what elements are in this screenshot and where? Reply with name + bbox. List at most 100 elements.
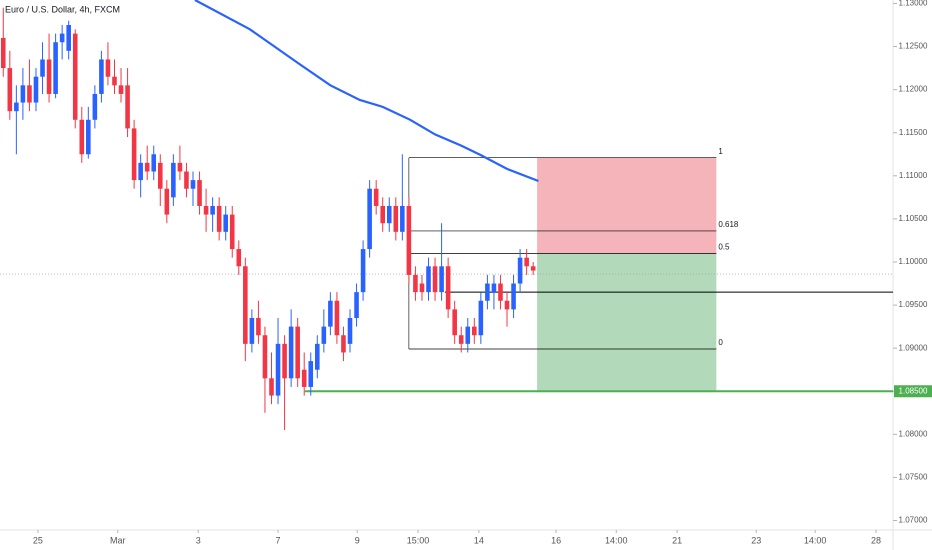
candle-body [393,205,399,232]
candle-body [33,76,39,103]
x-tick-label: 16 [551,535,561,545]
level-badge [894,385,932,398]
candle-body [386,205,392,224]
candle-body [308,361,314,387]
candle-body [203,205,209,215]
candle-body [184,171,189,189]
fib-label: 0.618 [718,220,739,229]
candle-body [426,266,431,293]
candle-body [262,335,268,379]
candle-body [164,188,170,215]
y-tick-label: 1.09000 [899,343,928,352]
candle-body [197,180,202,206]
candle-body [334,300,340,336]
candle-body [288,326,294,379]
candle-body [138,162,143,181]
fib-label: 1 [718,147,723,156]
candle-body [491,283,497,293]
candle-body [269,378,274,396]
stop-zone [537,157,717,254]
candle-body [171,162,176,198]
moving-average [194,0,539,183]
candle-body [46,59,52,94]
candle-body [59,33,65,43]
candle-body [275,343,281,396]
candle-body [229,214,235,250]
candle-body [92,93,98,120]
x-tick-label: 15:00 [407,535,430,545]
candle-body [177,162,183,172]
candle-body [419,283,425,293]
candle-body [511,283,516,310]
candle-body [485,283,490,301]
candle-body [190,180,196,189]
candle-body [7,68,13,112]
candle-body [498,283,503,301]
candle-body [125,85,130,129]
candle-body [432,266,438,293]
chart-title: Euro / U.S. Dollar, 4h, FXCM [5,4,120,14]
candle-body [452,309,457,336]
candle-body [406,205,412,275]
x-tick-label: 28 [871,535,881,545]
candle-body [439,266,444,293]
candle-body [105,59,111,77]
candle-body [445,266,451,310]
y-tick-label: 1.12000 [899,85,928,94]
y-tick-label: 1.11500 [899,128,928,137]
candle-body [256,318,261,336]
y-tick-label: 1.10000 [899,257,928,266]
x-tick-label: 9 [355,535,360,545]
x-tick-label: 7 [276,535,281,545]
candle-body [465,326,471,344]
fib-label: 0 [718,338,723,347]
x-tick-label: 14 [474,535,484,545]
level-label: 1.08500 [899,386,928,395]
candle-body [86,119,91,155]
candle-body [301,369,307,387]
candle-body [328,300,333,327]
candle-body [0,37,6,69]
y-tick-label: 1.08000 [899,429,928,438]
candle-body [458,335,464,344]
x-tick-label: 25 [33,535,43,545]
candle-body [118,85,124,94]
candle-body [367,188,372,250]
candle-body [27,85,32,103]
candle-body [210,205,215,215]
candle-body [517,257,523,284]
y-tick-label: 1.13000 [899,0,928,8]
candle-body [112,76,117,86]
candle-body [144,162,150,172]
candle-body [295,326,300,379]
candle-body [347,318,353,344]
candle-body [354,292,359,318]
candle-body [524,257,529,267]
candle-body [360,249,366,293]
candle-body [400,205,405,232]
candle-body [282,343,287,379]
candle-body [53,42,58,94]
candle-body [131,128,137,181]
candle-body [40,59,45,77]
candle-body [14,102,19,112]
x-tick-label: 14:00 [804,535,827,545]
candle-body [236,249,242,267]
candle-body [530,266,536,271]
candle-body [373,188,379,206]
candle-body [79,119,85,155]
candle-body [243,266,248,344]
candle-body [321,326,327,344]
target-zone [537,253,717,393]
candle-body [99,59,104,94]
x-tick-label: 21 [672,535,682,545]
y-tick-label: 1.10500 [899,214,928,223]
candle-body [20,85,26,103]
y-tick-label: 1.09500 [899,300,928,309]
candle-body [151,154,157,172]
candle-body [72,33,78,120]
x-tick-label: 3 [196,535,201,545]
y-tick-label: 1.11000 [899,171,928,180]
candle-body [249,318,255,344]
